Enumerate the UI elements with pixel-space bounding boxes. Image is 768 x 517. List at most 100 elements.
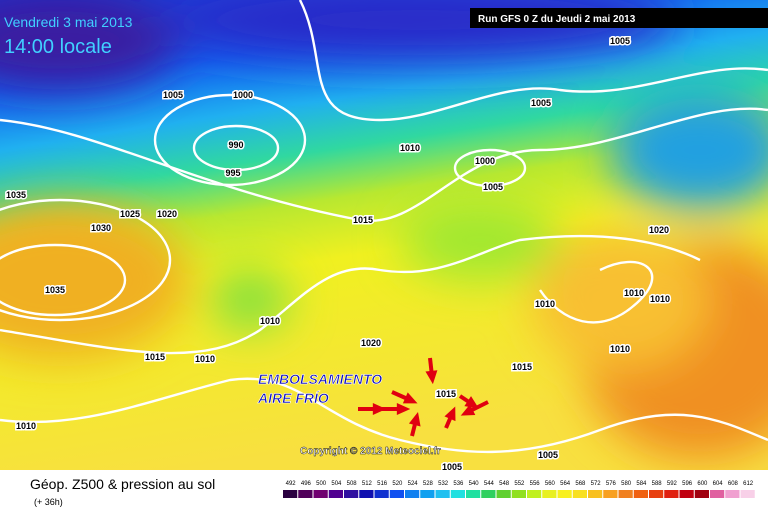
isobar-line [539,260,654,324]
scale-label: 532 [438,481,449,487]
scale-label: 504 [331,481,342,487]
scale-label: 612 [743,481,754,487]
isobar-label: 1035 [6,190,26,200]
scale-label: 548 [499,481,510,487]
isobar-label: 1015 [512,362,532,372]
scale-label: 520 [392,481,403,487]
arrow-head [444,406,456,422]
scale-swatch [710,490,725,498]
isobar-line [298,0,768,122]
scale-label: 552 [514,481,525,487]
isobar-label: 1010 [650,294,670,304]
time: 14:00 locale [4,36,112,58]
isobar-label: 1010 [400,143,420,153]
isobar-label: 1005 [610,36,630,46]
scale-label: 500 [316,481,327,487]
scale-label: 592 [667,481,678,487]
scale-label: 512 [362,481,373,487]
isobar-label: 1035 [45,285,65,295]
isobar-label: 1030 [91,223,111,233]
scale-swatch [725,490,740,498]
scale-label: 528 [423,481,434,487]
arrow-head [460,404,476,416]
arrow-head [464,396,479,409]
isobar-label: 1005 [442,462,462,472]
scale-swatch [740,490,755,498]
scale-label: 524 [408,481,419,487]
scale-swatch [603,490,618,498]
isobar-label: 1010 [624,288,644,298]
isobar-label: 1000 [233,90,253,100]
scale-swatch [405,490,420,498]
arrow-head [425,370,438,385]
scale-swatch [420,490,435,498]
scale-swatch [283,490,298,498]
isobar-line [0,377,768,454]
scale-swatch [664,490,679,498]
arrow-head [372,403,387,415]
isobar-label: 1000 [475,156,495,166]
isobar-line [192,124,280,172]
scale-label: 608 [728,481,739,487]
scale-label: 580 [621,481,632,487]
annotation-line: EMBOLSAMIENTO [258,371,382,387]
isobar-label: 990 [228,140,243,150]
run: Run GFS 0 Z du Jeudi 2 mai 2013 [478,14,636,25]
isobar-line [453,148,527,188]
isobar-line [0,243,127,317]
scale-swatch [633,490,648,498]
scale-swatch [374,490,389,498]
scale-label: 584 [636,481,647,487]
isobar-label: 1010 [535,299,555,309]
scale-swatch [694,490,709,498]
isobar-label: 1010 [610,344,630,354]
copyright: Copyright © 2012 Meteociel.fr [300,446,441,457]
isobar-line [153,93,307,187]
isobar-label: 1020 [361,338,381,348]
scale-label: 560 [545,481,556,487]
isobar-label: 1005 [538,450,558,460]
scale-swatch [618,490,633,498]
scale-label: 564 [560,481,571,487]
footer-title: Géop. Z500 & pression au sol [30,476,215,492]
isobars [0,0,768,452]
scale-label: 568 [575,481,586,487]
scale-swatch [588,490,603,498]
scale-swatch [542,490,557,498]
scale-swatch [466,490,481,498]
scale-label: 596 [682,481,693,487]
scale-swatch [481,490,496,498]
isobar-label: 1010 [195,354,215,364]
scale-swatch [557,490,572,498]
scale-label: 536 [453,481,464,487]
arrows [358,357,489,437]
isobar-line [0,107,768,223]
scale-swatch [298,490,313,498]
scale-label: 496 [301,481,312,487]
isobar-label: 1020 [157,209,177,219]
arrow-head [402,392,418,404]
scale-swatch [649,490,664,498]
scale-label: 492 [286,481,297,487]
scale-swatch [313,490,328,498]
scale-swatch [511,490,526,498]
scale-label: 556 [530,481,541,487]
scale-swatch [496,490,511,498]
scale-swatch [344,490,359,498]
scale-label: 572 [591,481,602,487]
footer-subtitle: (+ 36h) [34,497,63,507]
annotation-line: AIRE FRÍO [257,390,329,406]
isobar-label: 1025 [120,209,140,219]
isobar-label: 1005 [483,182,503,192]
date: Vendredi 3 mai 2013 [4,14,133,30]
isobar-label: 995 [225,168,240,178]
scale-swatch [389,490,404,498]
scale-label: 508 [347,481,358,487]
scale-swatch [359,490,374,498]
isobar-label: 1020 [649,225,669,235]
isobar-label: 1015 [436,389,456,399]
scale-swatch [328,490,343,498]
isobar-label: 1015 [145,352,165,362]
scale-swatch [679,490,694,498]
